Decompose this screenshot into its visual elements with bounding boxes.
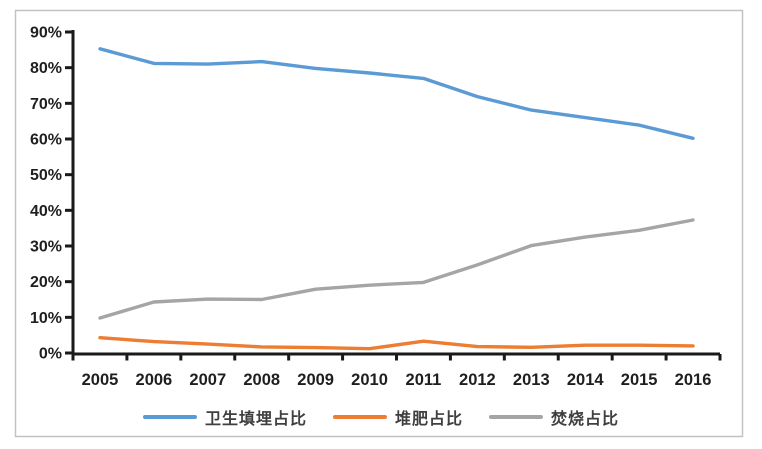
y-tick-label: 90% [30, 25, 62, 42]
legend-label-incineration: 焚烧占比 [551, 411, 620, 428]
legend-swatch-incineration [489, 415, 544, 419]
x-tick-label: 2013 [513, 371, 550, 389]
x-tick-label: 2005 [82, 371, 119, 389]
y-tick-label: 70% [30, 96, 62, 113]
legend-item-compost: 堆肥占比 [332, 405, 464, 429]
x-tick-label: 2011 [406, 371, 442, 389]
x-tick-label: 2014 [567, 371, 605, 389]
x-tick-label: 2012 [459, 371, 496, 389]
legend-label-compost: 堆肥占比 [394, 411, 464, 428]
y-tick-label: 0% [39, 346, 62, 363]
x-tick-label: 2006 [136, 371, 173, 389]
sanitary-landfill-share-line [98, 47, 695, 141]
legend-label-sanitary-landfill: 卫生填埋占比 [204, 411, 307, 428]
x-tick-label: 2009 [297, 371, 334, 389]
y-tick-label: 50% [30, 167, 62, 184]
y-tick-label: 60% [30, 132, 62, 149]
legend: 卫生填埋占比 堆肥占比 焚烧占比 [142, 405, 619, 429]
legend-swatch-sanitary-landfill [142, 415, 197, 419]
y-tick-label: 40% [30, 203, 62, 220]
x-tick-label: 2008 [243, 371, 280, 389]
x-tick-label: 2015 [621, 371, 658, 389]
y-tick-label: 20% [30, 274, 62, 291]
legend-item-incineration: 焚烧占比 [489, 405, 619, 429]
y-tick-label: 30% [30, 239, 62, 256]
y-tick-label: 80% [30, 60, 62, 77]
y-tick-label: 10% [30, 310, 62, 327]
x-tick-label: 2007 [189, 371, 226, 389]
incineration-share-line [98, 218, 695, 320]
x-tick-label: 2016 [675, 371, 712, 389]
x-tick-label: 2010 [351, 371, 388, 389]
chart-frame [14, 9, 744, 438]
legend-item-sanitary-landfill: 卫生填埋占比 [142, 405, 307, 429]
legend-swatch-compost [332, 415, 387, 419]
compost-share-line [98, 336, 695, 351]
